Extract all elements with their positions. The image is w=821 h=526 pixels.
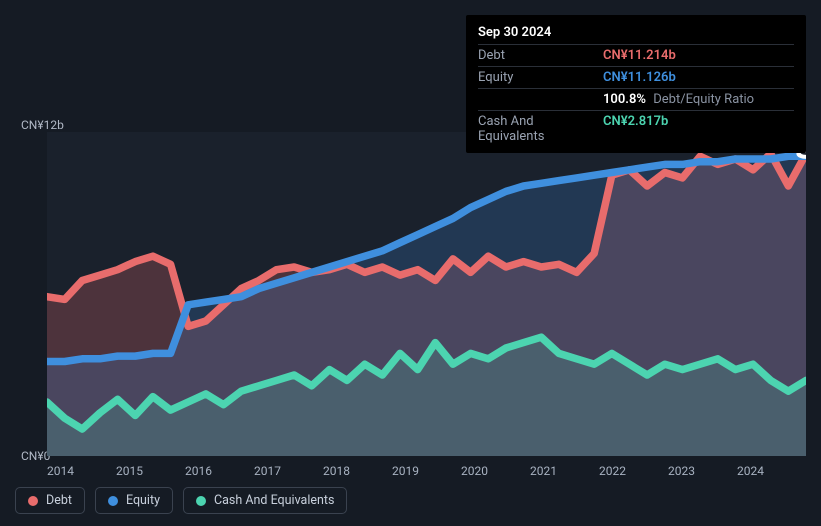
- tooltip-row-value: 100.8% Debt/Equity Ratio: [603, 92, 794, 107]
- tooltip-row-label: Debt: [478, 48, 603, 63]
- legend: Debt Equity Cash And Equivalents: [15, 487, 347, 514]
- y-axis-min-label: CN¥0: [21, 449, 50, 463]
- legend-label: Debt: [46, 493, 72, 508]
- legend-dot-icon: [28, 496, 38, 506]
- tooltip-row: EquityCN¥11.126b: [478, 66, 794, 88]
- tooltip-row: 100.8% Debt/Equity Ratio: [478, 88, 794, 110]
- chart-container: CN¥12b CN¥0: [15, 118, 806, 456]
- x-tick: 2020: [461, 464, 530, 478]
- x-tick: 2015: [116, 464, 185, 478]
- tooltip-row-value: CN¥2.817b: [603, 114, 794, 144]
- tooltip-row: Cash And EquivalentsCN¥2.817b: [478, 110, 794, 147]
- tooltip-row-label: Cash And Equivalents: [478, 114, 603, 144]
- legend-dot-icon: [196, 496, 206, 506]
- tooltip-row-value: CN¥11.126b: [603, 70, 794, 85]
- legend-item-equity[interactable]: Equity: [95, 487, 173, 514]
- x-tick: 2021: [530, 464, 599, 478]
- x-tick: 2018: [323, 464, 392, 478]
- hover-tooltip: Sep 30 2024 DebtCN¥11.214bEquityCN¥11.12…: [466, 15, 806, 153]
- legend-label: Equity: [126, 493, 160, 508]
- x-tick: 2023: [668, 464, 737, 478]
- legend-item-cash-and-equivalents[interactable]: Cash And Equivalents: [183, 487, 347, 514]
- legend-label: Cash And Equivalents: [214, 493, 334, 508]
- x-tick: 2017: [254, 464, 323, 478]
- legend-item-debt[interactable]: Debt: [15, 487, 85, 514]
- chart-svg: [47, 132, 806, 456]
- x-tick: 2024: [737, 464, 806, 478]
- tooltip-row-label: Equity: [478, 70, 603, 85]
- x-tick: 2022: [599, 464, 668, 478]
- tooltip-row-value: CN¥11.214b: [603, 48, 794, 63]
- x-axis: 2014201520162017201820192020202120222023…: [47, 464, 806, 478]
- plot-area[interactable]: [47, 132, 806, 456]
- tooltip-row: DebtCN¥11.214b: [478, 44, 794, 66]
- tooltip-date: Sep 30 2024: [478, 21, 794, 44]
- x-tick: 2019: [392, 464, 461, 478]
- x-tick: 2014: [47, 464, 116, 478]
- legend-dot-icon: [108, 496, 118, 506]
- x-tick: 2016: [185, 464, 254, 478]
- tooltip-row-label: [478, 92, 603, 107]
- y-axis-max-label: CN¥12b: [21, 118, 64, 132]
